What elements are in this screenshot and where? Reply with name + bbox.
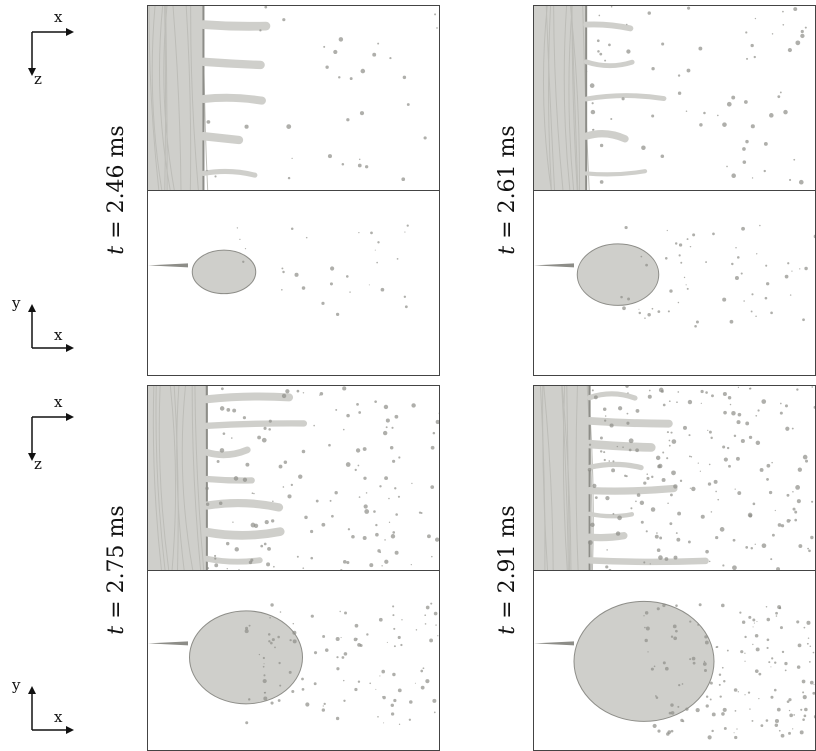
axes-xz-top-left: x z	[22, 8, 82, 87]
panel-xz-2-61	[533, 5, 816, 191]
x-axis-label: x	[54, 8, 63, 26]
z-axis-label: z	[34, 70, 42, 88]
time-label-2-61: t = 2.61 ms	[495, 125, 520, 255]
y-axis-label: y	[12, 676, 21, 694]
time-label-2-91: t = 2.91 ms	[495, 505, 520, 635]
y-axis-label: y	[12, 294, 21, 312]
time-label-2-75: t = 2.75 ms	[104, 505, 129, 635]
axes-xy-bottom-left: y x	[12, 672, 82, 742]
axes-xz-bottom-left: x z	[22, 393, 82, 472]
panel-xy-2-61	[533, 190, 816, 376]
panel-xy-2-91	[533, 570, 816, 751]
axes-xy-top-left: y x	[12, 290, 82, 360]
panel-xz-2-91	[533, 385, 816, 571]
panel-xz-2-46	[147, 5, 440, 191]
x-axis-label: x	[54, 708, 63, 726]
time-label-2-46: t = 2.46 ms	[104, 125, 129, 255]
panel-xy-2-46	[147, 190, 440, 376]
panel-xy-2-75	[147, 570, 440, 751]
x-axis-label: x	[54, 393, 63, 411]
panel-xz-2-75	[147, 385, 440, 571]
z-axis-label: z	[34, 455, 42, 473]
x-axis-label: x	[54, 326, 63, 344]
